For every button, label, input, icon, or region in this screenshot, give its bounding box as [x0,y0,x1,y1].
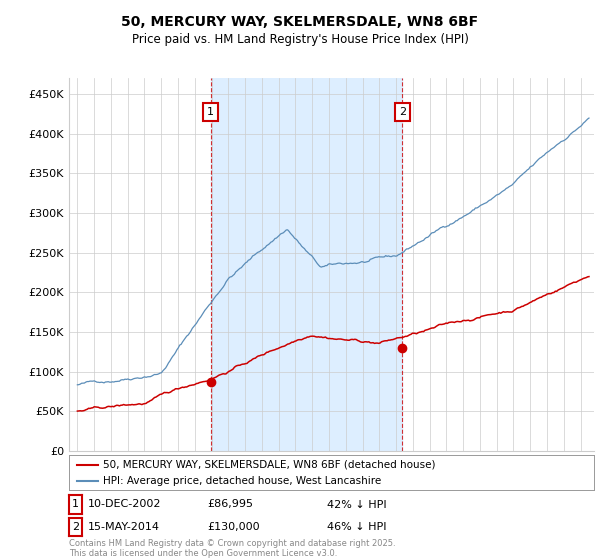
Text: £86,995: £86,995 [207,500,253,510]
Text: 2: 2 [399,107,406,117]
Text: 15-MAY-2014: 15-MAY-2014 [88,522,160,532]
Text: Contains HM Land Registry data © Crown copyright and database right 2025.
This d: Contains HM Land Registry data © Crown c… [69,539,395,558]
Text: Price paid vs. HM Land Registry's House Price Index (HPI): Price paid vs. HM Land Registry's House … [131,32,469,46]
Text: 42% ↓ HPI: 42% ↓ HPI [327,500,386,510]
Text: 2: 2 [72,522,79,532]
Text: 1: 1 [207,107,214,117]
Bar [211,78,402,451]
Text: HPI: Average price, detached house, West Lancashire: HPI: Average price, detached house, West… [103,477,382,486]
Text: 1: 1 [72,500,79,510]
Text: 46% ↓ HPI: 46% ↓ HPI [327,522,386,532]
Text: £130,000: £130,000 [207,522,260,532]
Text: 10-DEC-2002: 10-DEC-2002 [88,500,162,510]
Text: 50, MERCURY WAY, SKELMERSDALE, WN8 6BF: 50, MERCURY WAY, SKELMERSDALE, WN8 6BF [121,15,479,29]
Text: 50, MERCURY WAY, SKELMERSDALE, WN8 6BF (detached house): 50, MERCURY WAY, SKELMERSDALE, WN8 6BF (… [103,460,436,470]
